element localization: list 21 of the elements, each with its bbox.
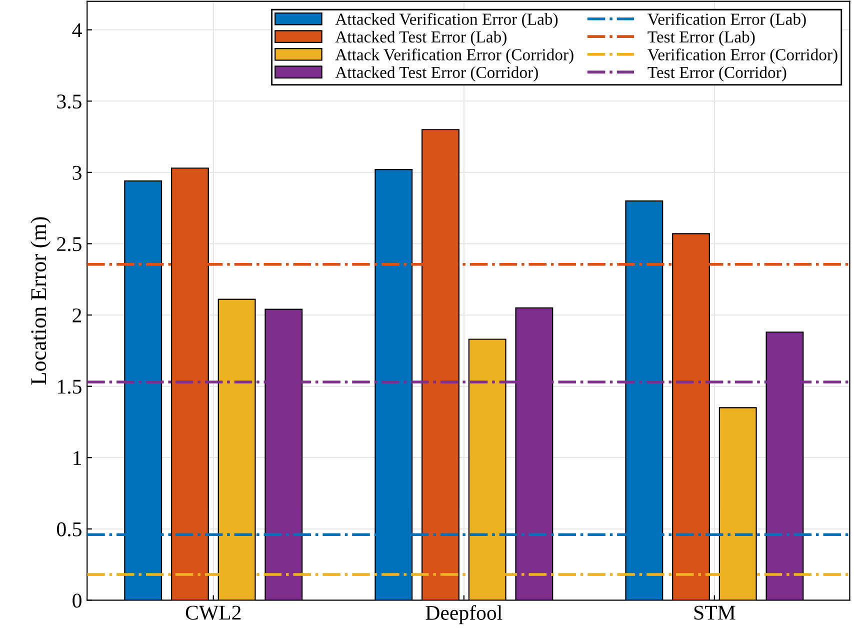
y-tick-label: 3 xyxy=(72,166,82,180)
legend-label: Test Error (Lab) xyxy=(648,30,755,46)
legend-label: Verification Error (Lab) xyxy=(648,12,806,28)
y-tick-label: 1 xyxy=(74,451,81,465)
x-tick-label: STM xyxy=(694,606,736,620)
legend-label: Verification Error (Corridor) xyxy=(648,48,838,64)
legend-label: Attacked Test Error (Corridor) xyxy=(335,66,538,82)
x-tick-label: CWL2 xyxy=(186,606,241,620)
legend-label: Attacked Test Error (Lab) xyxy=(335,30,506,46)
y-tick-label: 0 xyxy=(72,594,82,608)
y-tick-label: 4 xyxy=(72,23,82,38)
legend-label: Attack Verification Error (Corridor) xyxy=(335,48,574,64)
x-tick-label: Deepfool xyxy=(426,605,502,624)
y-tick-label: 3.5 xyxy=(57,94,82,109)
y-tick-label: 2 xyxy=(72,308,82,322)
y-tick-label: 2.5 xyxy=(57,237,82,252)
y-axis-title: Location Error (m) xyxy=(30,217,51,385)
legend-label: Attacked Verification Error (Lab) xyxy=(335,12,558,28)
y-tick-label: 0.5 xyxy=(57,522,82,536)
y-tick-label: 1.5 xyxy=(58,380,82,394)
legend-label: Test Error (Corridor) xyxy=(648,66,786,82)
